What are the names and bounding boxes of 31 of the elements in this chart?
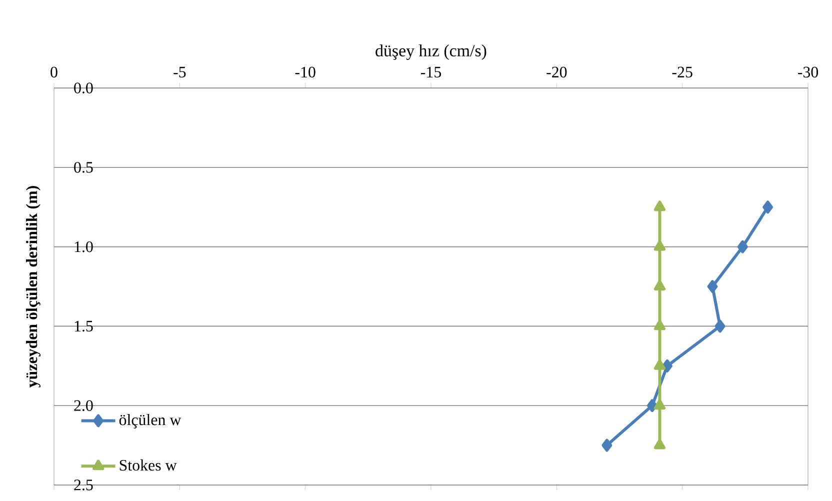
legend-label: Stokes w: [120, 459, 177, 471]
point: [662, 359, 672, 372]
y-tick-label: 1.5: [74, 320, 93, 332]
x-tick-label: 0: [50, 66, 58, 78]
point: [707, 280, 718, 293]
point: [737, 240, 748, 254]
point: [654, 240, 666, 251]
point: [714, 320, 726, 333]
y-tick-label: 0.5: [74, 162, 93, 173]
y-tick-label: 2.0: [74, 400, 93, 412]
point: [654, 359, 666, 370]
x-axis-title: düşey hız (cm/s): [376, 44, 486, 60]
x-tick-label: -20: [546, 66, 567, 78]
x-tick-label: -30: [798, 66, 818, 78]
legend-label: ölçülen w: [119, 414, 182, 428]
y-tick-label: 0.0: [74, 82, 93, 94]
point: [602, 438, 612, 452]
point: [654, 438, 666, 450]
x-tick-label: -15: [420, 66, 441, 78]
x-tick-label: -25: [672, 66, 692, 78]
point: [762, 200, 774, 214]
x-tick-label: -5: [174, 66, 186, 78]
point: [654, 320, 666, 330]
point: [646, 399, 658, 412]
y-axis-title: yüzeyden ölçülen derinlik (m): [26, 186, 40, 388]
y-tick-label: 2.5: [74, 480, 93, 490]
point: [654, 280, 666, 290]
y-tick-label: 1.0: [74, 241, 93, 252]
x-tick-label: -10: [295, 66, 316, 78]
point: [654, 200, 666, 212]
point: [654, 399, 666, 410]
